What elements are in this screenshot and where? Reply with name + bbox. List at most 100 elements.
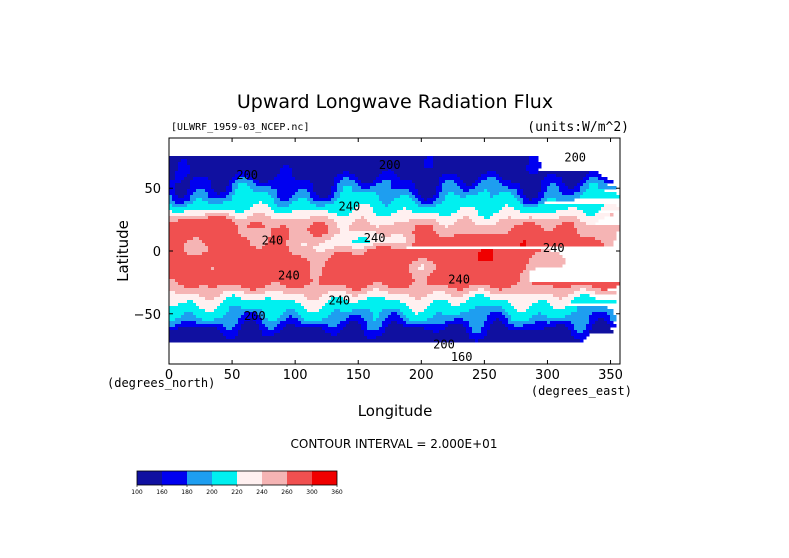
contour-cell (601, 288, 608, 292)
contour-interval-label: CONTOUR INTERVAL = 2.000E+01 (291, 437, 498, 451)
contour-cell (169, 255, 302, 259)
contour-cell (442, 201, 521, 205)
contour-cell (433, 291, 446, 295)
contour-cell (433, 261, 530, 265)
contour-cell (403, 324, 449, 328)
contour-cell (202, 318, 215, 322)
contour-label: 240 (339, 200, 361, 214)
contour-cell (529, 156, 539, 160)
contour-cell (487, 318, 497, 322)
contour-cell (349, 225, 377, 229)
contour-cell (454, 318, 464, 322)
contour-cell (286, 324, 296, 328)
contour-cell (484, 324, 491, 328)
contour-cell (565, 324, 575, 328)
contour-cell (190, 180, 212, 184)
contour-cell (178, 162, 188, 166)
contour-cell (556, 324, 566, 328)
contour-cell (448, 300, 467, 304)
contour-cell (265, 312, 284, 316)
contour-cell (382, 234, 392, 238)
contour-cell (169, 294, 200, 298)
contour-cell (580, 219, 599, 223)
contour-cell (439, 222, 455, 226)
contour-cell (331, 192, 335, 196)
contour-cell (325, 240, 353, 244)
contour-cell (238, 183, 248, 187)
contour-cell (526, 168, 539, 172)
contour-cell (202, 198, 233, 202)
contour-cell (502, 306, 515, 310)
contour-cell (223, 315, 242, 319)
contour-cell (385, 318, 404, 322)
contour-cell (574, 324, 587, 328)
contour-cell (457, 288, 464, 292)
contour-cell (442, 312, 461, 316)
contour-cell (292, 315, 302, 319)
contour-cell (445, 180, 455, 184)
contour-cell (493, 258, 530, 262)
contour-cell (559, 186, 569, 190)
contour-cell (328, 216, 362, 220)
contour-cell (499, 192, 512, 196)
contour-cell (247, 225, 266, 229)
contour-cell (460, 207, 476, 211)
contour-cell (232, 186, 239, 190)
contour-cell (388, 285, 410, 289)
contour-cell (580, 180, 587, 184)
x-tick-label: 150 (346, 368, 371, 383)
contour-cell (460, 177, 479, 181)
contour-cell (475, 207, 503, 211)
contour-cell (175, 318, 203, 322)
contour-cell (169, 165, 179, 169)
contour-cell (478, 255, 494, 259)
contour-cell (256, 288, 353, 292)
contour-cell (250, 174, 278, 178)
contour-cell (544, 192, 563, 196)
contour-cell (268, 240, 287, 244)
contour-cell (253, 177, 275, 181)
colorbar-label: 260 (281, 489, 293, 496)
contour-cell (445, 327, 467, 331)
contour-cell (340, 321, 350, 325)
contour-cell (586, 180, 605, 184)
contour-cell (382, 201, 392, 205)
contour-cell (529, 306, 554, 310)
contour-cell (229, 183, 233, 187)
contour-cell (499, 174, 548, 178)
contour-cell (376, 177, 401, 181)
contour-cell (208, 201, 224, 205)
contour-cell (316, 204, 326, 208)
contour-cell (226, 336, 236, 340)
contour-cell (328, 258, 419, 262)
contour-cell (499, 180, 512, 184)
contour-cell (271, 216, 311, 220)
contour-cell (247, 177, 254, 181)
contour-cell (292, 210, 329, 214)
contour-cell (169, 339, 476, 343)
contour-cell (442, 174, 458, 178)
contour-cell (169, 195, 173, 199)
contour-cell (175, 201, 185, 205)
contour-cell (436, 192, 440, 196)
contour-cell (493, 255, 533, 259)
contour-cell (220, 294, 233, 298)
contour-cell (448, 324, 464, 328)
contour-cell (367, 219, 410, 223)
contour-cell (184, 249, 209, 253)
contour-cell (334, 201, 383, 205)
contour-cell (310, 225, 329, 229)
contour-cell (265, 285, 287, 289)
contour-cell (499, 318, 509, 322)
contour-cell (391, 201, 416, 205)
contour-cell (427, 198, 437, 202)
contour-cell (610, 315, 617, 319)
contour-cell (505, 309, 518, 313)
contour-cell (469, 216, 485, 220)
contour-cell (292, 201, 311, 205)
contour-cell (169, 303, 179, 307)
contour-cell (322, 327, 344, 331)
contour-cell (298, 189, 308, 193)
contour-cell (280, 330, 326, 334)
